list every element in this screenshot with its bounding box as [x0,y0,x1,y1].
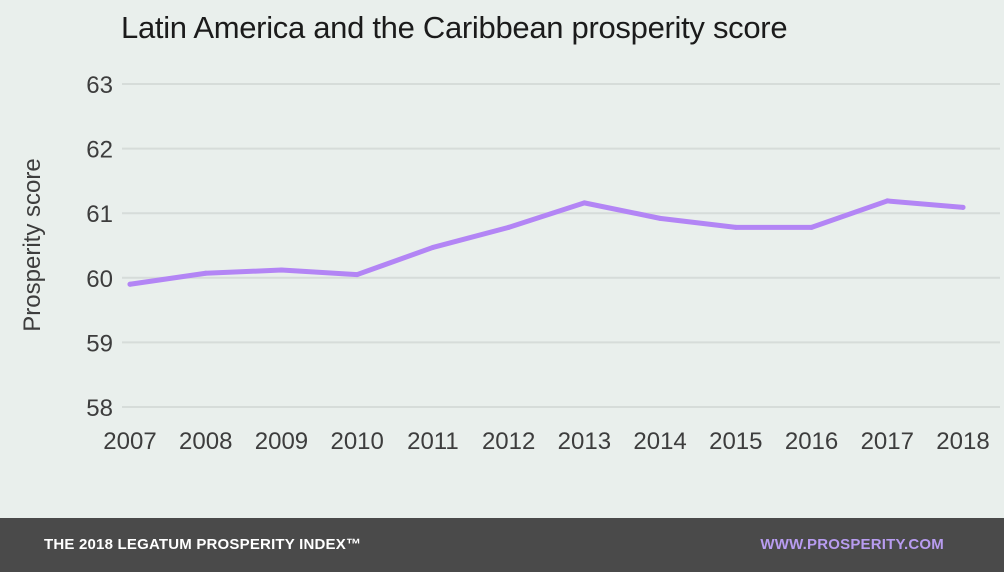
series [127,198,966,287]
gridlines [122,83,1000,408]
data-point [278,267,284,273]
y-tick-label: 60 [86,266,113,293]
data-point [809,224,815,230]
data-point [733,224,739,230]
line-chart: 58 59 60 61 62 63 2007 2008 2009 2010 2011 2012 201… [86,72,1000,455]
data-point [127,281,133,287]
y-tick-label: 62 [86,137,113,164]
series-line [127,198,966,287]
y-tick-label: 63 [86,72,113,99]
data-point [354,272,360,278]
x-tick-label: 2016 [785,428,838,455]
data-point [581,200,587,206]
x-tick-label: 2013 [558,428,611,455]
y-tick-label: 58 [86,395,113,422]
chart-title: Latin America and the Caribbean prosperi… [121,10,788,45]
y-tick-labels: 58 59 60 61 62 63 [86,72,113,422]
x-tick-labels: 2007 2008 2009 2010 2011 2012 2013 2014 2015 2016… [103,428,989,455]
x-tick-label: 2010 [330,428,383,455]
x-tick-label: 2007 [103,428,156,455]
x-tick-label: 2012 [482,428,535,455]
data-point [203,270,209,276]
x-tick-label: 2015 [709,428,762,455]
data-point [506,224,512,230]
x-tick-label: 2009 [255,428,308,455]
footer-index-name: THE 2018 LEGATUM PROSPERITY INDEX™ [44,536,362,553]
footer-bar: THE 2018 LEGATUM PROSPERITY INDEX™ WWW.P… [0,518,1004,572]
x-tick-label: 2008 [179,428,232,455]
x-tick-label: 2018 [936,428,989,455]
y-tick-label: 61 [86,201,113,228]
x-tick-label: 2011 [407,428,459,455]
x-tick-label: 2014 [633,428,686,455]
data-point [657,215,663,221]
x-tick-label: 2017 [861,428,914,455]
footer-website-link[interactable]: WWW.PROSPERITY.COM [760,536,944,553]
data-point [884,198,890,204]
data-point [960,204,966,210]
data-point [430,244,436,250]
y-tick-label: 59 [86,330,113,357]
